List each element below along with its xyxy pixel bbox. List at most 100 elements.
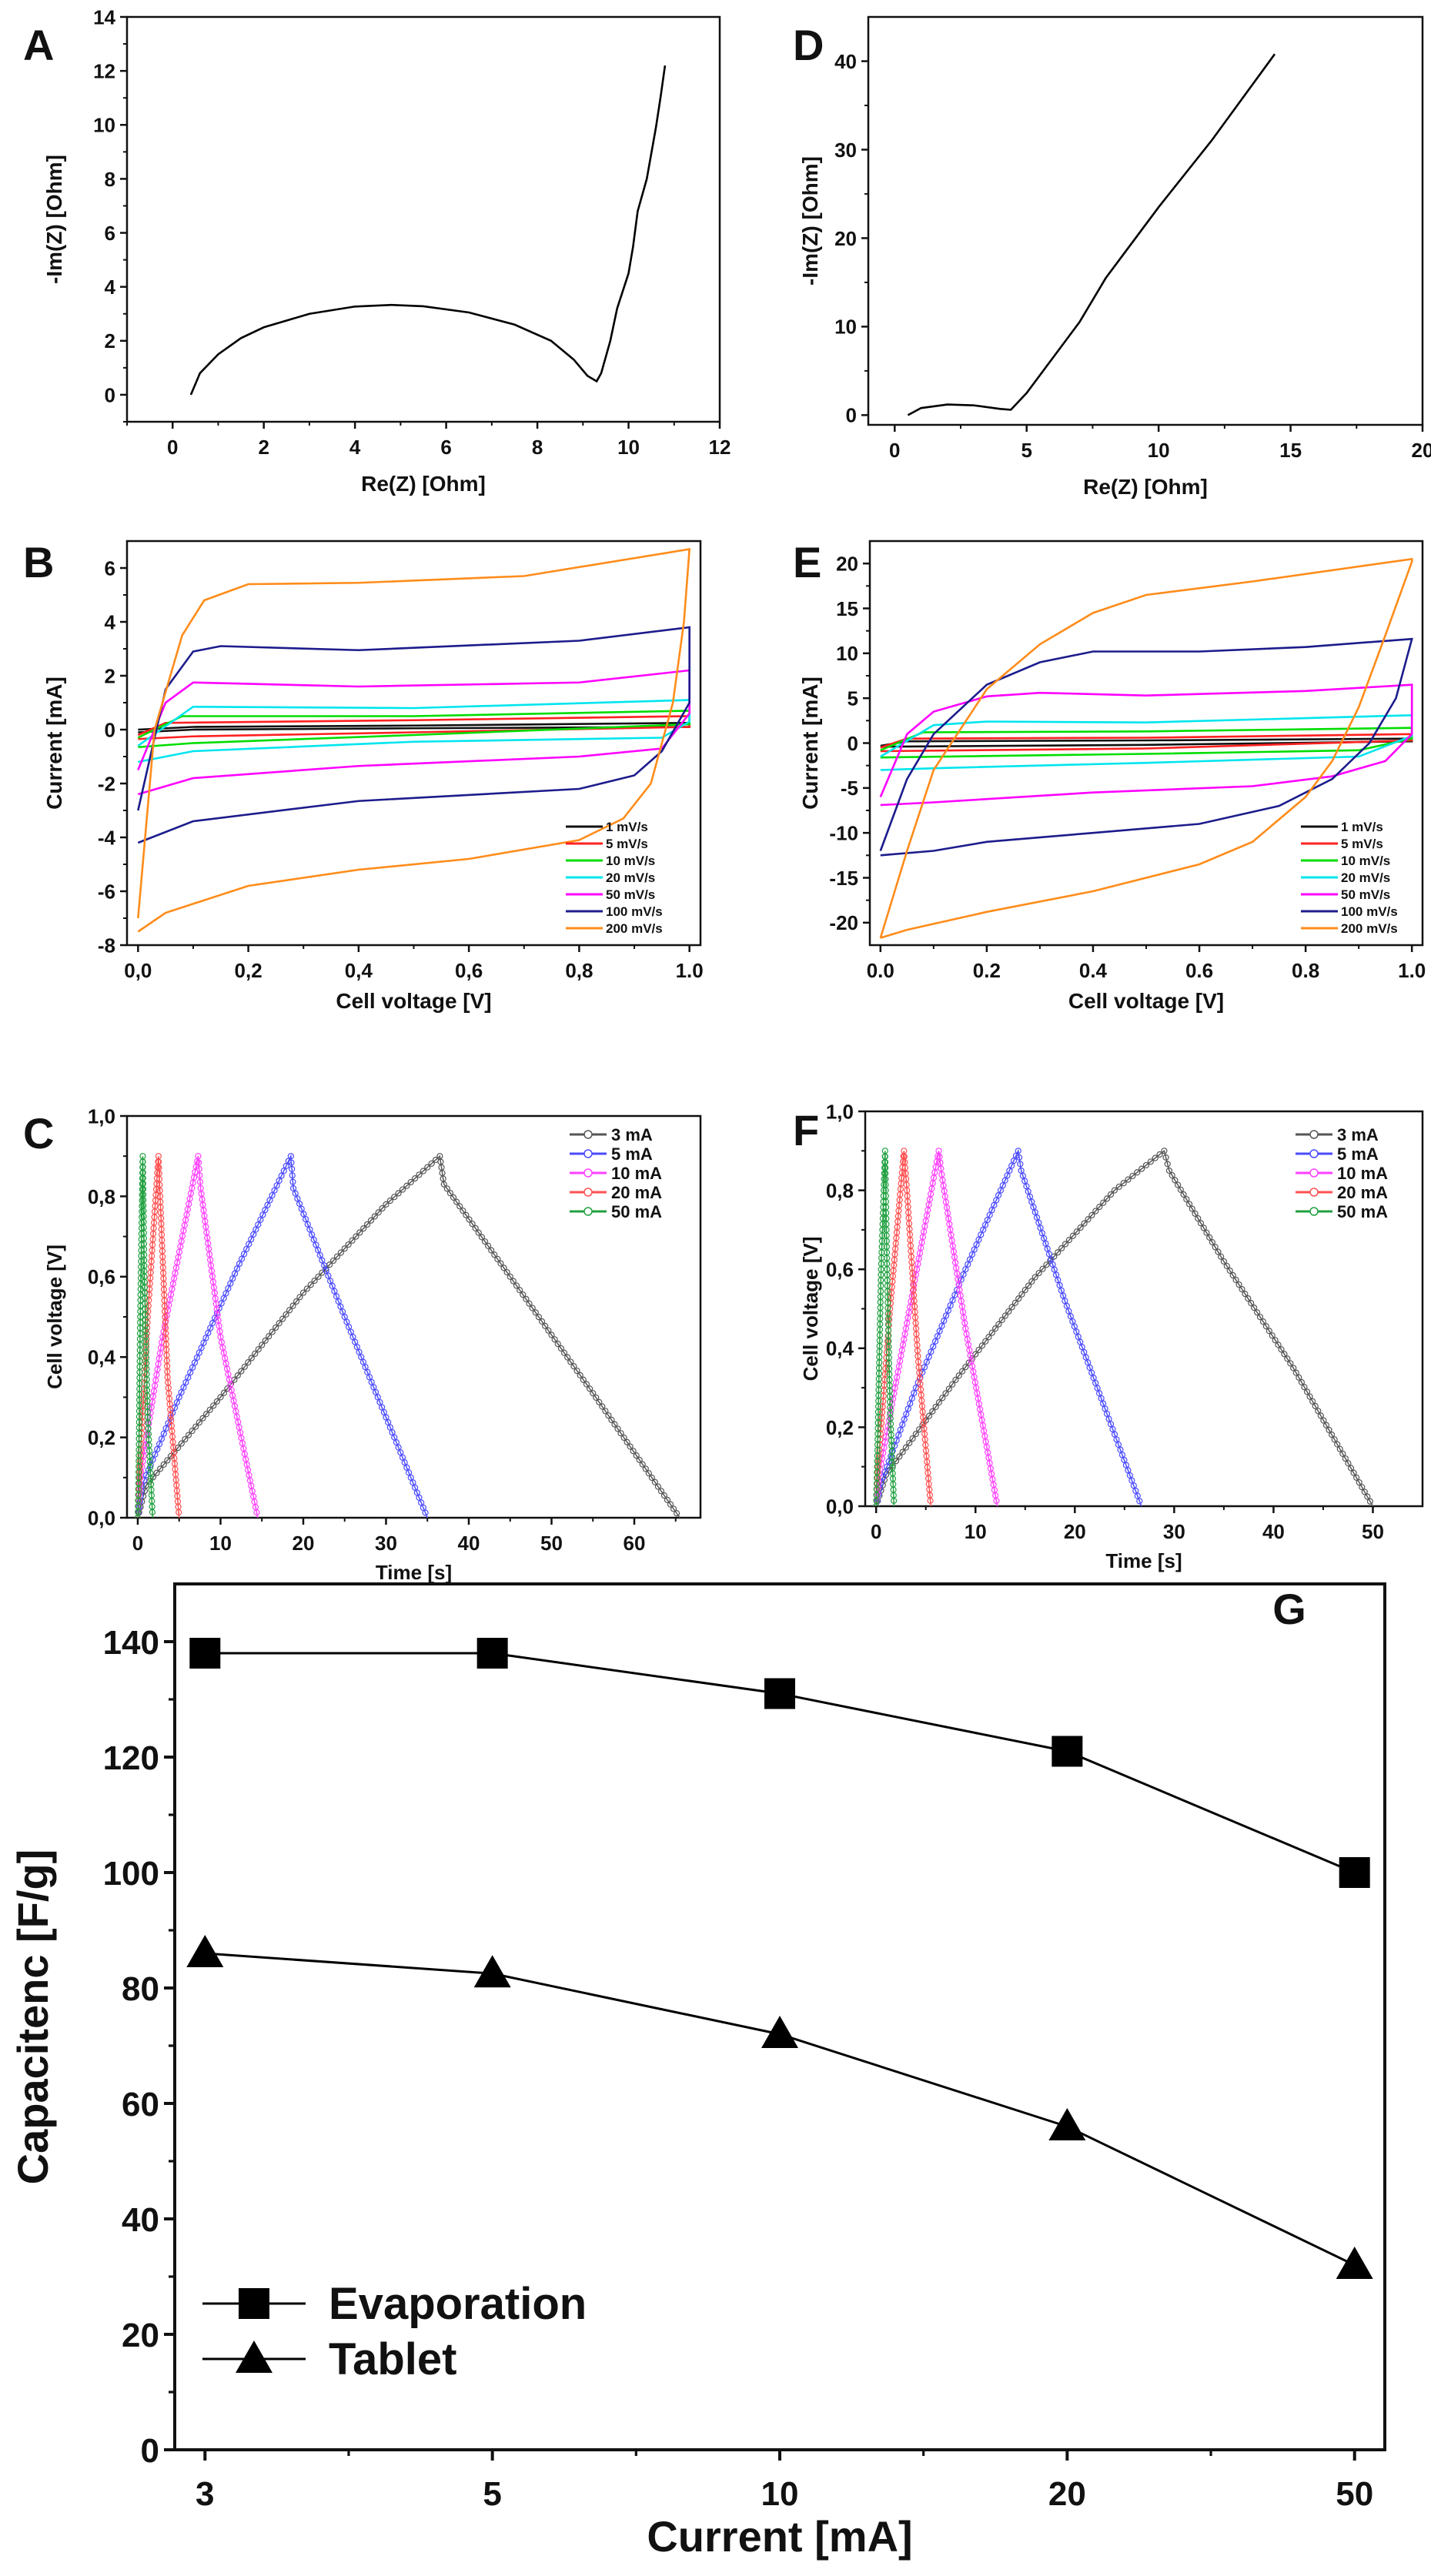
data-point-marker: [192, 1423, 199, 1430]
y-tick-label: 1,0: [826, 1100, 854, 1123]
data-point-marker: [627, 1443, 634, 1450]
x-tick-label: 40: [1262, 1520, 1285, 1543]
legend-marker: [583, 1130, 593, 1139]
square-marker: [239, 2288, 269, 2319]
data-point-marker: [1177, 1186, 1184, 1193]
data-point-marker: [935, 1399, 943, 1406]
data-point-marker: [1065, 1236, 1073, 1244]
y-tick-label: -10: [829, 822, 858, 845]
data-point-marker: [1253, 1309, 1261, 1316]
data-point-marker: [526, 1300, 533, 1307]
y-tick-label: 0,6: [826, 1258, 854, 1281]
data-point-marker: [227, 1280, 234, 1287]
data-point-marker: [657, 1488, 665, 1495]
y-tick-label: 20: [834, 227, 857, 250]
data-point-marker: [895, 1432, 902, 1438]
data-point-marker: [593, 1394, 600, 1402]
y-tick-label: 1,0: [88, 1104, 115, 1128]
legend-label: 10 mA: [1337, 1164, 1388, 1183]
data-point-marker: [608, 1416, 615, 1423]
legend-label: 5 mV/s: [1341, 837, 1383, 851]
data-point-marker: [1096, 1203, 1103, 1211]
data-point-marker: [513, 1282, 520, 1289]
y-tick-label: 14: [93, 5, 115, 28]
data-point-marker: [266, 1197, 273, 1204]
legend-label: 20 mA: [611, 1183, 662, 1202]
x-tick-label: 15: [1279, 439, 1302, 462]
data-point-marker: [1100, 1199, 1107, 1206]
data-point-marker: [901, 1416, 908, 1423]
data-point-marker: [1172, 1177, 1179, 1184]
data-point-marker: [420, 1168, 426, 1174]
square-marker: [189, 1638, 221, 1669]
x-tick-label: 8: [532, 436, 543, 459]
data-point-marker: [1259, 1318, 1267, 1325]
x-tick-label: 0.0: [867, 959, 894, 982]
y-tick-label: -15: [829, 867, 858, 890]
data-point-marker: [1366, 1498, 1374, 1505]
data-point-marker: [960, 1271, 967, 1278]
data-point-marker: [510, 1278, 517, 1285]
y-tick-label: 0,4: [88, 1346, 116, 1369]
data-point-marker: [667, 1501, 674, 1508]
x-tick-label: 20: [1064, 1520, 1086, 1543]
series-3: [137, 699, 690, 763]
data-point-marker: [620, 1434, 627, 1442]
data-point-marker: [947, 1301, 954, 1309]
data-point-marker: [1347, 1465, 1355, 1472]
data-point-marker: [605, 1412, 612, 1419]
data-point-marker: [1203, 1229, 1210, 1236]
legend-label: 200 mV/s: [1341, 921, 1398, 936]
y-tick-label: 0,4: [826, 1337, 854, 1360]
series-line: [879, 557, 1413, 939]
series-1: [880, 733, 1413, 753]
panel-f: 0,0 0,2 0,4 0,6 0,8 1,0 0 10 20 30 40 50 Time [s] Cel…: [793, 1100, 1424, 1572]
data-point-marker: [319, 1257, 326, 1264]
x-tick-label: 50: [540, 1532, 563, 1555]
data-point-marker: [1152, 1154, 1159, 1161]
x-tick-label: 0,0: [124, 959, 152, 982]
data-point-marker: [298, 1205, 305, 1212]
data-point-marker: [1361, 1488, 1368, 1495]
data-point-marker: [248, 1236, 255, 1243]
data-point-marker: [367, 1217, 375, 1224]
series-line: [137, 1156, 154, 1518]
data-point-marker: [998, 1316, 1005, 1324]
data-point-marker: [491, 1251, 498, 1258]
data-point-marker: [1364, 1493, 1371, 1500]
series-6: [879, 557, 1413, 939]
x-tick-label: 12: [709, 436, 731, 459]
data-point-marker: [195, 1153, 202, 1160]
data-point-marker: [156, 1441, 163, 1448]
series-3: [134, 1153, 182, 1518]
y-tick-label: 4: [105, 610, 116, 633]
data-point-marker: [1039, 1265, 1046, 1272]
data-point-marker: [931, 1338, 939, 1345]
y-tick-label: 0,6: [88, 1265, 115, 1288]
y-axis-label: -Im(Z) [Ohm]: [798, 156, 822, 286]
data-point-marker: [1043, 1261, 1050, 1268]
y-tick-label: 20: [836, 553, 858, 576]
series-4: [134, 1153, 156, 1518]
data-point-marker: [196, 1349, 202, 1356]
data-point-marker: [1315, 1408, 1322, 1415]
y-tick-label: 0: [848, 732, 858, 755]
data-point-marker: [1189, 1205, 1195, 1212]
data-point-marker: [1073, 1228, 1080, 1235]
y-tick-label: 6: [105, 556, 115, 580]
data-point-marker: [554, 1341, 561, 1348]
data-point-marker: [573, 1367, 580, 1375]
data-point-marker: [1298, 1378, 1306, 1386]
data-point-marker: [1312, 1402, 1319, 1410]
series-5: [879, 637, 1413, 857]
data-point-marker: [962, 1364, 969, 1371]
data-point-marker: [1035, 1269, 1042, 1277]
data-point-marker: [660, 1492, 668, 1499]
panel-letter: B: [23, 538, 54, 586]
y-tick-label: 60: [122, 2086, 159, 2123]
data-point-marker: [299, 1289, 307, 1296]
series-line: [137, 547, 691, 933]
data-point-marker: [245, 1359, 252, 1366]
data-point-marker: [1028, 1278, 1035, 1285]
data-point-marker: [189, 1428, 196, 1435]
